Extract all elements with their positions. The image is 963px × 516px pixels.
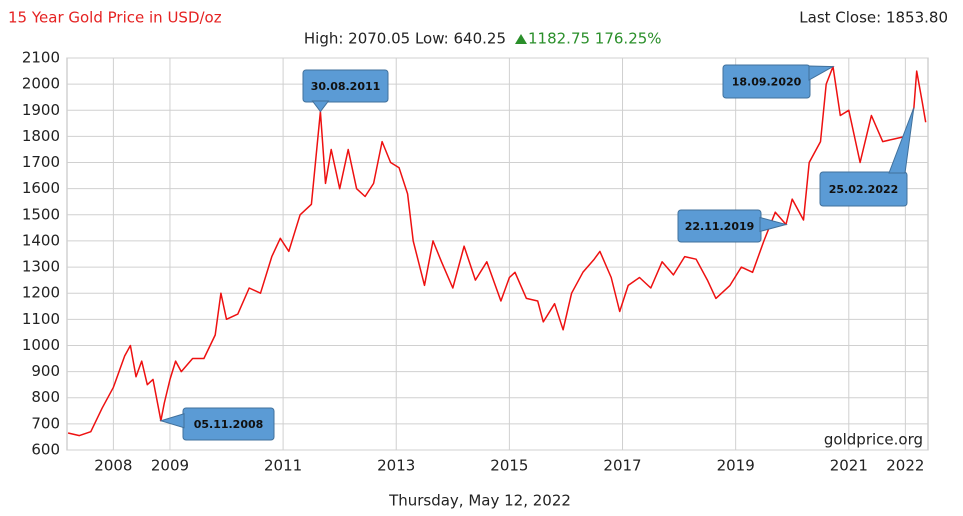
- callout-label: 25.02.2022: [829, 183, 899, 196]
- y-tick-label: 1300: [22, 258, 60, 276]
- up-arrow: [515, 34, 527, 44]
- x-tick-label: 2017: [603, 457, 641, 475]
- callout-label: 30.08.2011: [311, 80, 381, 93]
- x-tick-label: 2009: [151, 457, 189, 475]
- callout-pointer: [311, 100, 330, 113]
- y-tick-label: 1600: [22, 179, 60, 197]
- callout-pointer: [888, 107, 915, 174]
- y-tick-label: 1200: [22, 284, 60, 302]
- date: Thursday, May 12, 2022: [388, 492, 571, 510]
- source: goldprice.org: [824, 431, 923, 449]
- y-tick-label: 1700: [22, 153, 60, 171]
- last-close: Last Close: 1853.80: [799, 9, 948, 27]
- change: 1182.75 176.25%: [528, 30, 662, 48]
- x-tick-label: 2022: [886, 457, 924, 475]
- callout: 30.08.2011: [302, 69, 389, 113]
- chart-title: 15 Year Gold Price in USD/oz: [8, 9, 222, 27]
- y-tick-label: 1400: [22, 231, 60, 249]
- x-tick-label: 2015: [490, 457, 528, 475]
- y-tick-label: 1000: [22, 336, 60, 354]
- callout: 22.11.2019: [677, 209, 788, 243]
- plot-frame: [66, 57, 929, 451]
- y-tick-label: 1500: [22, 205, 60, 223]
- callout-box: [302, 69, 389, 103]
- callout: 18.09.2020: [722, 64, 835, 99]
- y-tick-label: 800: [31, 388, 60, 406]
- callout-pointer: [759, 216, 788, 233]
- y-tick-label: 1800: [22, 127, 60, 145]
- callout: 25.02.2022: [819, 107, 915, 207]
- y-tick-label: 1900: [22, 101, 60, 119]
- y-tick-label: 600: [31, 441, 60, 459]
- x-tick-label: 2008: [94, 457, 132, 475]
- callout-label: 22.11.2019: [685, 220, 755, 233]
- price-line: [67, 65, 927, 437]
- callout-pointer: [808, 65, 835, 81]
- x-tick-label: 2011: [264, 457, 302, 475]
- grid: [67, 57, 928, 451]
- y-tick-label: 2000: [22, 75, 60, 93]
- callout-pointer: [159, 413, 185, 429]
- y-tick-label: 1100: [22, 310, 60, 328]
- x-tick-label: 2021: [830, 457, 868, 475]
- callout-label: 18.09.2020: [732, 76, 802, 89]
- y-tick-label: 700: [31, 414, 60, 432]
- callout: 05.11.2008: [159, 407, 275, 441]
- x-tick-label: 2019: [717, 457, 755, 475]
- callout-box: [722, 64, 811, 99]
- callout-label: 05.11.2008: [194, 418, 264, 431]
- y-tick-label: 900: [31, 362, 60, 380]
- stats: High: 2070.05 Low: 640.25: [304, 30, 506, 48]
- x-tick-label: 2013: [377, 457, 415, 475]
- y-tick-label: 2100: [22, 49, 60, 67]
- callout-box: [819, 171, 908, 207]
